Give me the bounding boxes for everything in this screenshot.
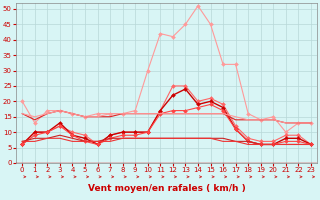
X-axis label: Vent moyen/en rafales ( km/h ): Vent moyen/en rafales ( km/h ) bbox=[88, 184, 245, 193]
